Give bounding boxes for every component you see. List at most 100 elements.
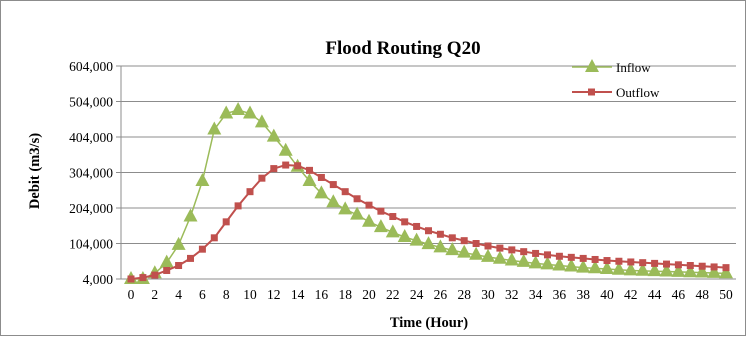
y-tick-label: 304,000 (69, 166, 113, 181)
data-point (647, 263, 662, 277)
data-point (282, 161, 290, 169)
data-point (639, 259, 647, 267)
y-tick-label: 604,000 (69, 59, 113, 74)
series-line (130, 164, 727, 280)
x-tick-label: 40 (600, 287, 614, 302)
data-point (198, 245, 206, 253)
data-point (611, 261, 626, 275)
x-tick-label: 18 (338, 287, 352, 302)
x-tick-label: 48 (695, 287, 709, 302)
data-point (187, 254, 194, 262)
data-point (496, 244, 504, 252)
legend: Inflow Outflow (572, 59, 660, 100)
data-point (627, 258, 635, 266)
data-point (183, 208, 198, 222)
data-point (623, 262, 638, 276)
data-point (258, 174, 266, 182)
legend-marker (588, 88, 595, 96)
legend-label: Outflow (616, 85, 660, 100)
y-tick-label: 204,000 (69, 201, 113, 216)
axes: 4,000 104,000 204,000 304,000 404,000 504,000… (69, 59, 733, 302)
data-point (127, 275, 135, 283)
series-line (131, 109, 727, 280)
data-point (207, 121, 222, 135)
x-tick-label: 12 (267, 287, 281, 302)
y-tick-label: 504,000 (69, 95, 113, 110)
data-point (306, 166, 313, 174)
data-point (436, 230, 444, 238)
legend-label: Inflow (616, 60, 651, 75)
legend-marker (585, 59, 599, 72)
data-point (671, 263, 686, 277)
data-point (326, 194, 341, 208)
data-point (516, 253, 531, 267)
y-tick-label: 4,000 (83, 272, 114, 287)
data-point (698, 262, 706, 270)
y-axis-label: Debit (m3/s) (27, 133, 43, 209)
data-point (579, 254, 587, 262)
data-point (674, 261, 682, 269)
x-tick-label: 4 (175, 287, 182, 302)
x-tick-label: 22 (386, 287, 400, 302)
data-point (243, 105, 257, 119)
data-point (222, 218, 230, 226)
data-point (457, 244, 472, 258)
data-point (219, 105, 234, 119)
data-point (294, 162, 302, 170)
data-point (413, 222, 421, 230)
data-point (469, 246, 484, 260)
data-point (504, 252, 519, 266)
data-point (552, 257, 567, 271)
data-point (362, 213, 376, 227)
x-tick-label: 16 (315, 287, 329, 302)
data-point (302, 172, 317, 186)
x-tick-label: 50 (719, 287, 733, 302)
x-tick-label: 2 (151, 287, 158, 302)
data-point (635, 262, 650, 276)
data-point (341, 188, 349, 196)
data-point (270, 165, 278, 173)
x-tick-label: 32 (505, 287, 519, 302)
data-point (409, 232, 424, 246)
data-point (567, 253, 575, 261)
data-point (231, 101, 246, 115)
data-point (389, 213, 397, 221)
data-point (171, 236, 186, 250)
x-tick-label: 24 (410, 287, 424, 302)
data-point (159, 254, 174, 268)
data-point (540, 256, 555, 270)
data-point (210, 234, 218, 242)
data-point (401, 218, 409, 226)
data-point (472, 240, 480, 247)
x-tick-label: 20 (362, 287, 376, 302)
x-tick-label: 38 (576, 287, 590, 302)
data-point (484, 242, 492, 250)
gridlines (121, 65, 736, 280)
x-tick-label: 28 (457, 287, 471, 302)
data-point (234, 202, 242, 210)
data-point (659, 263, 674, 277)
data-point (254, 114, 269, 128)
x-tick-label: 46 (672, 287, 686, 302)
data-point (278, 142, 293, 156)
series (124, 101, 733, 284)
legend-item-outflow: Outflow (572, 85, 660, 100)
x-tick-label: 14 (291, 287, 305, 302)
data-point (246, 188, 254, 196)
flood-routing-chart: Flood Routing Q20 4,000104,000204,000304… (27, 38, 736, 331)
data-point (544, 251, 551, 259)
data-point (508, 246, 516, 254)
data-point (397, 229, 412, 243)
data-point (588, 260, 603, 274)
data-point (317, 173, 325, 181)
data-point (195, 172, 210, 186)
data-point (719, 265, 733, 279)
data-point (576, 259, 591, 273)
x-tick-label: 6 (199, 287, 206, 302)
x-axis-label: Time (Hour) (390, 315, 468, 331)
data-point (532, 249, 540, 257)
x-tick-label: 10 (243, 287, 257, 302)
data-point (686, 262, 694, 270)
data-point (314, 185, 329, 199)
x-tick-label: 26 (434, 287, 448, 302)
